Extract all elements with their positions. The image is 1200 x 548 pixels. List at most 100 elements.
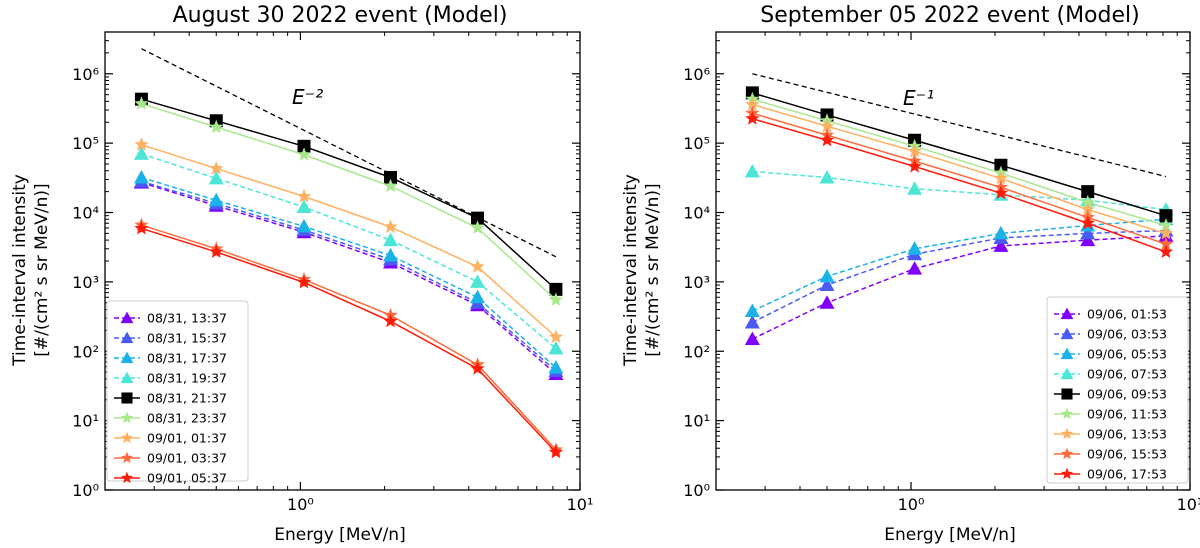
x-axis-label: Energy [MeV/n] <box>884 525 1015 545</box>
y-tick-label: 10¹ <box>683 412 710 431</box>
y-tick-label: 10¹ <box>72 412 99 431</box>
legend-marker <box>120 311 134 324</box>
legend-frame <box>1046 296 1189 484</box>
data-point <box>296 199 312 214</box>
legend-marker <box>120 451 134 464</box>
data-point <box>993 185 1009 200</box>
legend-entry-label: 09/06, 09:53 <box>1087 387 1167 402</box>
legend: 08/31, 13:37 08/31, 15:37 08/31, 17:37 08/3… <box>106 300 249 486</box>
legend-entry-label: 09/06, 05:53 <box>1087 347 1167 362</box>
reference-line-label: E⁻¹ <box>903 86 934 110</box>
data-point <box>134 96 149 110</box>
data-point <box>907 261 923 275</box>
data-point <box>1080 202 1095 216</box>
data-point <box>549 282 563 296</box>
series-line <box>752 218 1167 312</box>
data-point <box>470 289 486 304</box>
data-point <box>819 277 835 292</box>
reference-line <box>141 48 557 258</box>
chart-august-30: August 30 2022 event (Model) Energy [MeV… <box>10 3 593 545</box>
y-axis-label-line2: [#/(cm² s sr MeV/n)] <box>643 183 663 356</box>
x-tick-label: 10¹ <box>567 495 594 514</box>
legend-entry-label: 08/31, 15:37 <box>147 331 227 346</box>
data-point <box>209 119 224 134</box>
data-point <box>209 161 224 175</box>
data-point <box>744 164 760 178</box>
legend-entry-label: 09/06, 07:53 <box>1087 367 1167 382</box>
plot-area: 10⁰ 10¹ 10⁰ 10¹ 10² 10³ 10⁴ 10⁵ 10⁶ <box>683 31 1200 514</box>
data-point <box>133 146 149 160</box>
data-point <box>548 444 564 459</box>
x-tick-label: 10¹ <box>1177 495 1200 514</box>
series-line <box>141 227 557 453</box>
data-point <box>819 132 835 147</box>
legend-marker <box>1060 327 1074 340</box>
data-point <box>470 361 485 375</box>
legend-entry-label: 08/31, 17:37 <box>147 351 227 366</box>
data-point <box>548 329 564 344</box>
series-line <box>141 98 557 290</box>
data-point <box>1158 225 1174 240</box>
data-point <box>1158 236 1174 251</box>
data-point <box>384 170 398 184</box>
data-point <box>470 220 485 234</box>
series-line <box>141 181 557 375</box>
legend-entry-label: 09/06, 15:53 <box>1087 447 1167 462</box>
data-point <box>745 111 760 125</box>
data-point <box>548 360 564 374</box>
y-tick-label: 10⁰ <box>683 481 710 500</box>
data-point <box>296 147 312 161</box>
data-point <box>470 274 486 288</box>
data-point <box>907 159 922 173</box>
data-point <box>133 169 149 184</box>
series-line <box>752 98 1167 227</box>
data-point <box>383 232 399 247</box>
data-point <box>907 143 922 158</box>
legend-entry-label: 09/06, 01:53 <box>1087 307 1167 322</box>
data-point <box>383 178 398 193</box>
legend-entry-label: 09/06, 03:53 <box>1087 327 1167 342</box>
data-point <box>134 137 149 151</box>
y-tick-label: 10⁶ <box>72 65 99 84</box>
legend-marker <box>1060 347 1074 360</box>
legend-entry-label: 09/01, 01:37 <box>147 431 227 446</box>
data-point <box>208 170 224 185</box>
legend-marker <box>120 471 134 484</box>
data-point <box>1080 194 1095 209</box>
legend-marker <box>120 371 134 384</box>
y-tick-label: 10³ <box>72 273 99 292</box>
data-point <box>1080 225 1096 240</box>
data-point <box>1080 215 1095 230</box>
legend-entry-label: 08/31, 21:37 <box>147 391 227 406</box>
y-axis-label-line2: [#/(cm² s sr MeV/n)] <box>32 183 52 356</box>
y-tick-label: 10⁴ <box>72 204 99 223</box>
legend-entry-label: 09/01, 05:37 <box>147 471 227 486</box>
data-point <box>907 181 923 195</box>
series-line <box>141 153 557 349</box>
legend-marker <box>120 431 134 444</box>
series-line <box>141 143 557 338</box>
series-line <box>752 92 1167 217</box>
series-line <box>141 180 557 372</box>
data-point <box>744 303 760 318</box>
data-point <box>907 241 923 255</box>
data-point <box>1158 217 1174 232</box>
legend-marker <box>1060 467 1074 480</box>
y-tick-label: 10⁵ <box>72 134 99 153</box>
series-line <box>141 224 557 451</box>
legend-entry-label: 08/31, 19:37 <box>147 371 227 386</box>
data-point <box>296 218 312 233</box>
x-tick-label: 10⁰ <box>287 495 314 514</box>
series-line <box>141 103 557 301</box>
y-tick-label: 10⁴ <box>683 204 710 223</box>
legend-marker <box>1061 388 1073 400</box>
chart-september-05: September 05 2022 event (Model) Energy [… <box>621 3 1200 545</box>
chart-title: September 05 2022 event (Model) <box>760 3 1139 28</box>
legend-marker <box>1060 447 1074 460</box>
legend-marker <box>120 331 134 344</box>
legend: 09/06, 01:53 09/06, 03:53 09/06, 05:53 09/0… <box>1046 296 1189 484</box>
series-line <box>141 176 557 369</box>
legend-marker <box>1060 427 1074 440</box>
y-tick-label: 10² <box>72 342 99 361</box>
